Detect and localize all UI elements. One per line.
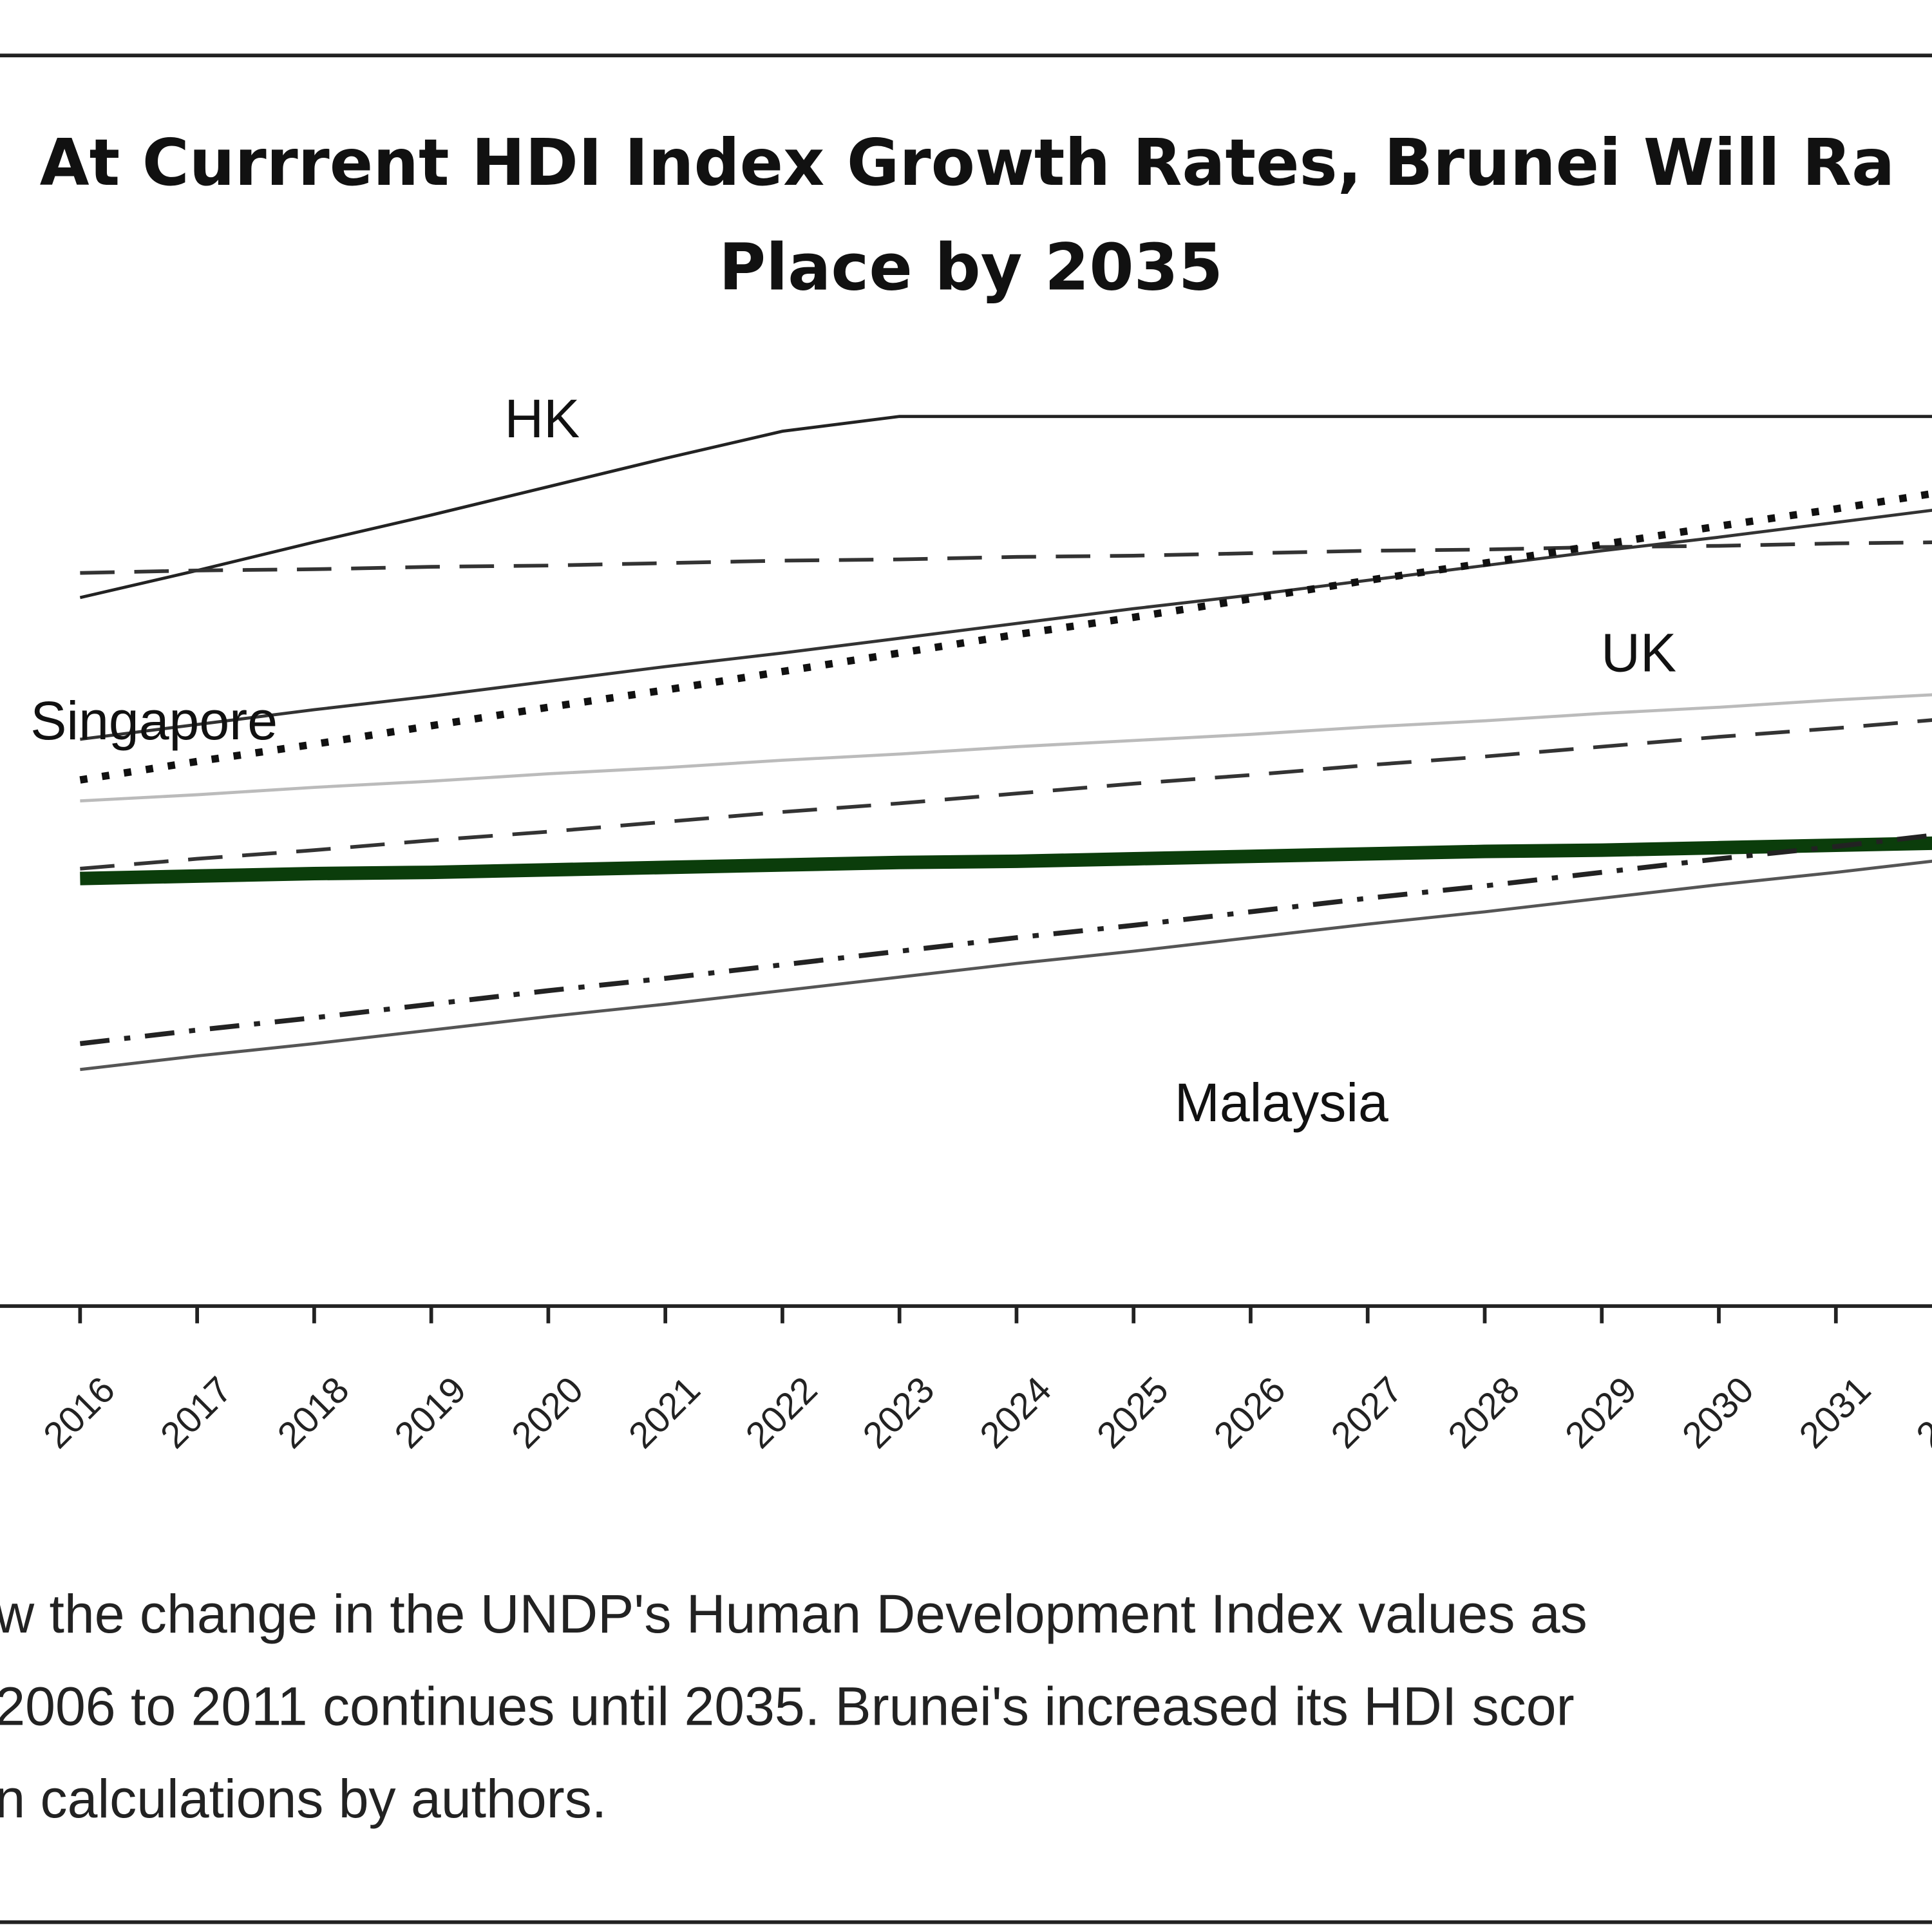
series-line	[80, 540, 1932, 575]
series-line	[80, 859, 1932, 1072]
series-label: Singapore	[30, 690, 278, 751]
x-tick-label: 2029	[1557, 1369, 1645, 1457]
caption-line: w the change in the UNDP's Human Develop…	[0, 1584, 1587, 1644]
x-tick-label: 2022	[738, 1369, 826, 1457]
x-tick-label: 2028	[1441, 1369, 1528, 1457]
series-line	[79, 415, 1932, 600]
series-label: Malaysia	[1175, 1072, 1388, 1133]
x-tick-label: 2026	[1206, 1369, 1294, 1457]
chart-subtitle: Place by 2035	[719, 231, 1223, 305]
series-line	[80, 508, 1932, 741]
x-tick-label: 2031	[1792, 1369, 1879, 1457]
x-tick-label: 2025	[1089, 1369, 1177, 1457]
x-tick-label: 2017	[153, 1369, 240, 1457]
x-tick-label: 2023	[855, 1369, 943, 1457]
x-tick-label: 2032	[1909, 1369, 1932, 1457]
x-tick-label: 2021	[621, 1369, 708, 1457]
caption-line: n calculations by authors.	[0, 1768, 607, 1829]
chart-title: At Currrent HDI Index Growth Rates, Brun…	[40, 126, 1895, 200]
x-tick-label: 2016	[35, 1369, 123, 1457]
x-tick-label: 2020	[504, 1369, 591, 1457]
series-line	[79, 833, 1932, 1046]
x-tick-label: 2024	[972, 1369, 1060, 1457]
x-tick-label: 2019	[387, 1369, 475, 1457]
x-tick-label: 2030	[1674, 1369, 1762, 1457]
series-line	[80, 718, 1932, 871]
caption-line: 2006 to 2011 continues until 2035. Brune…	[0, 1676, 1575, 1737]
x-tick-label: 2027	[1323, 1369, 1411, 1457]
series-label: HK	[504, 388, 580, 449]
series-label: UK	[1601, 623, 1676, 683]
series-line	[80, 836, 1932, 886]
x-tick-label: 2018	[270, 1369, 357, 1457]
series-line	[80, 693, 1932, 803]
series-line	[79, 489, 1932, 784]
